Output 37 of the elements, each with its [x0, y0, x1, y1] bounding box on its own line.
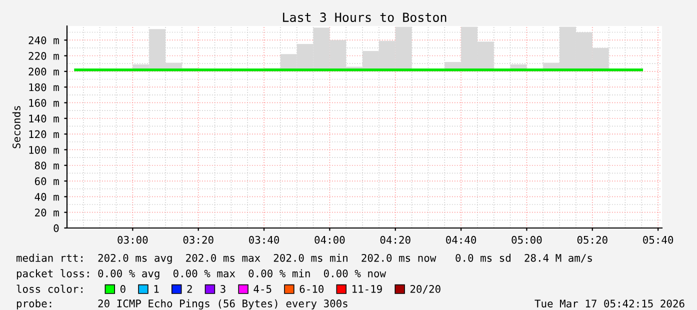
legend-label: 11-19	[352, 285, 382, 293]
x-tick-label: 04:40	[446, 236, 476, 244]
chart-title: Last 3 Hours to Boston	[283, 12, 446, 22]
y-tick-label: 100 m	[29, 146, 59, 154]
text: probe: 20 ICMP Echo Pings (56 Bytes) every 300s	[16, 299, 348, 310]
y-axis-title: Seconds	[12, 106, 20, 148]
y-tick-label: 60 m	[34, 177, 59, 186]
text: packet loss: 0.00 % avg 0.00 % max 0.00 % min 0.00 % now	[16, 269, 386, 280]
y-tick-label: 40 m	[34, 192, 59, 201]
y-tick-label: 160 m	[29, 98, 59, 107]
y-tick-label: 240 m	[28, 36, 59, 44]
legend-label: 20/20	[410, 285, 440, 294]
legend-label: 0	[120, 285, 126, 293]
legend-label: 2	[187, 285, 192, 293]
legend-label: 1	[154, 285, 159, 293]
text: median rtt: 202.0 ms avg 202.0 ms max 202.0 ms min 202.0 ms now 0.0 ms sd 28.4 M am/s	[16, 254, 592, 264]
y-tick-label: 120 m	[29, 130, 59, 138]
legend-title: loss color:	[16, 284, 82, 293]
x-tick-label: 03:40	[249, 236, 280, 244]
legend-label: 4-5	[254, 285, 272, 293]
y-tick-label: 0	[54, 224, 59, 232]
y-tick-label: 200 m	[28, 68, 59, 76]
legend-label: 3	[220, 285, 226, 293]
x-tick-label: 05:20	[577, 236, 608, 244]
y-tick-label: 220 m	[28, 52, 59, 60]
x-tick-label: 05:00	[512, 236, 542, 244]
legend-label: 6-10	[300, 285, 324, 293]
text: Tue Mar 17 05:42:15 2026	[534, 300, 684, 308]
y-tick-label: 20 m	[35, 208, 59, 216]
x-tick-label: 04:00	[314, 236, 345, 244]
y-tick-label: 80 m	[34, 162, 59, 170]
x-tick-label: 03:20	[183, 236, 214, 244]
x-tick-label: 05:40	[643, 236, 674, 244]
x-tick-label: 03:00	[118, 236, 148, 244]
y-tick-label: 140 m	[29, 114, 59, 123]
y-tick-label: 180 m	[29, 83, 59, 92]
x-tick-label: 04:20	[380, 236, 410, 244]
